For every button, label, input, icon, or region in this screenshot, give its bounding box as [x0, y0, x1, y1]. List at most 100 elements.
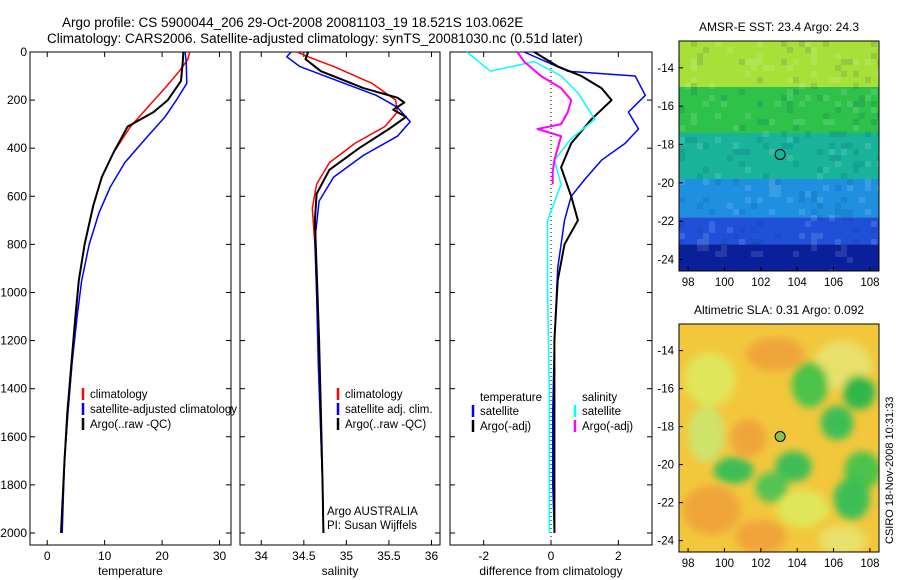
sst-pixel: [847, 269, 853, 271]
sst-pixel: [739, 209, 745, 215]
x-tick-label: 108: [860, 277, 879, 289]
sst-pixel: [829, 77, 835, 83]
series-line-3: [516, 51, 573, 185]
map-field: [679, 41, 879, 271]
sst-pixel: [853, 125, 859, 131]
sst-pixel: [859, 95, 865, 101]
sst-band: [679, 244, 879, 271]
sst-pixel: [853, 167, 859, 173]
sla-blob: [842, 375, 876, 410]
x-tick-label: 98: [682, 558, 695, 570]
sst-pixel: [757, 221, 763, 227]
series-line-2: [60, 51, 185, 534]
sst-pixel: [727, 203, 733, 209]
sst-pixel: [691, 113, 697, 119]
sst-pixel: [751, 239, 757, 245]
series-line-0: [523, 51, 647, 534]
float-annotation: PI: Susan Wijffels: [327, 520, 417, 532]
sst-band: [679, 133, 879, 179]
legend-label: satellite adj. clim.: [345, 404, 433, 416]
sst-pixel: [739, 269, 745, 271]
sst-pixel: [727, 155, 733, 161]
sst-texture: [679, 41, 879, 271]
sst-pixel: [703, 179, 709, 185]
sla-blob: [682, 485, 741, 535]
sst-pixel: [739, 227, 745, 233]
y-tick-label: 800: [7, 237, 27, 251]
sst-pixel: [703, 197, 709, 203]
sst-pixel: [703, 101, 709, 107]
sst-pixel: [835, 107, 841, 113]
sst-band: [679, 41, 879, 87]
sst-pixel: [865, 131, 871, 137]
sst-pixel: [823, 185, 829, 191]
sst-pixel: [769, 65, 775, 71]
sst-pixel: [853, 239, 859, 245]
sst-pixel: [709, 221, 715, 227]
sst-pixel: [829, 119, 835, 125]
y-tick-label: 1600: [0, 430, 27, 444]
sst-pixel: [853, 269, 859, 271]
sst-pixel: [697, 239, 703, 245]
y-tick-label: -18: [657, 422, 674, 434]
y-tick-label: 1400: [0, 382, 27, 396]
x-tick-label: 35.5: [377, 549, 401, 563]
sst-pixel: [733, 125, 739, 131]
sst-pixel: [793, 119, 799, 125]
y-tick-label: -20: [657, 460, 674, 472]
sst-pixel: [817, 95, 823, 101]
sla-blob: [775, 451, 812, 482]
sst-pixel: [829, 149, 835, 155]
sst-pixel: [799, 83, 805, 89]
x-tick-label: 100: [715, 558, 734, 570]
sst-pixel: [781, 95, 787, 101]
sst-pixel: [745, 149, 751, 155]
sst-pixel: [709, 209, 715, 215]
sst-pixel: [751, 251, 757, 257]
sla-blob: [820, 405, 854, 440]
sst-pixel: [775, 191, 781, 197]
sst-pixel: [679, 125, 685, 131]
sst-pixel: [877, 131, 879, 137]
sst-pixel: [841, 71, 847, 77]
sst-pixel: [739, 161, 745, 167]
sst-pixel: [757, 77, 763, 83]
y-tick-label: -18: [657, 140, 674, 152]
sst-pixel: [877, 71, 879, 77]
sst-pixel: [841, 131, 847, 137]
sst-pixel: [745, 197, 751, 203]
map-frame: [678, 40, 880, 272]
sst-pixel: [817, 203, 823, 209]
sst-pixel: [793, 59, 799, 65]
y-tick-label: -14: [657, 63, 674, 75]
legend-label: Argo(..raw -QC): [90, 419, 171, 431]
sst-pixel: [745, 71, 751, 77]
sst-pixel: [805, 191, 811, 197]
temperature-panel: 0 10 20 30 temperature 0 200 400 600 800 1000 1200 1…: [0, 45, 237, 578]
sst-pixel: [727, 227, 733, 233]
x-tick-label: 2: [615, 549, 622, 563]
y-tick-label: -14: [657, 346, 674, 358]
sst-pixel: [841, 89, 847, 95]
sst-pixel: [685, 137, 691, 143]
sst-pixel: [757, 59, 763, 65]
sst-pixel: [757, 53, 763, 59]
sla-map-panel: Altimetric SLA: 0.31 Argo: 0.092 98 100 102…: [657, 303, 879, 570]
sst-pixel: [739, 59, 745, 65]
sst-pixel: [853, 83, 859, 89]
sst-pixel: [793, 161, 799, 167]
sst-pixel: [877, 155, 879, 161]
sst-pixel: [757, 257, 763, 263]
sst-pixel: [841, 143, 847, 149]
x-tick-label: 0: [548, 549, 555, 563]
series-line-2: [466, 51, 596, 533]
x-tick-label: 30: [213, 549, 227, 563]
sst-pixel: [679, 221, 685, 227]
y-tick-label: -22: [657, 216, 674, 228]
sst-pixel: [835, 53, 841, 59]
sst-pixel: [703, 251, 709, 257]
y-tick-label: -22: [657, 498, 674, 510]
sst-pixel: [679, 269, 685, 271]
sst-pixel: [757, 41, 763, 47]
sst-pixel: [727, 47, 733, 53]
